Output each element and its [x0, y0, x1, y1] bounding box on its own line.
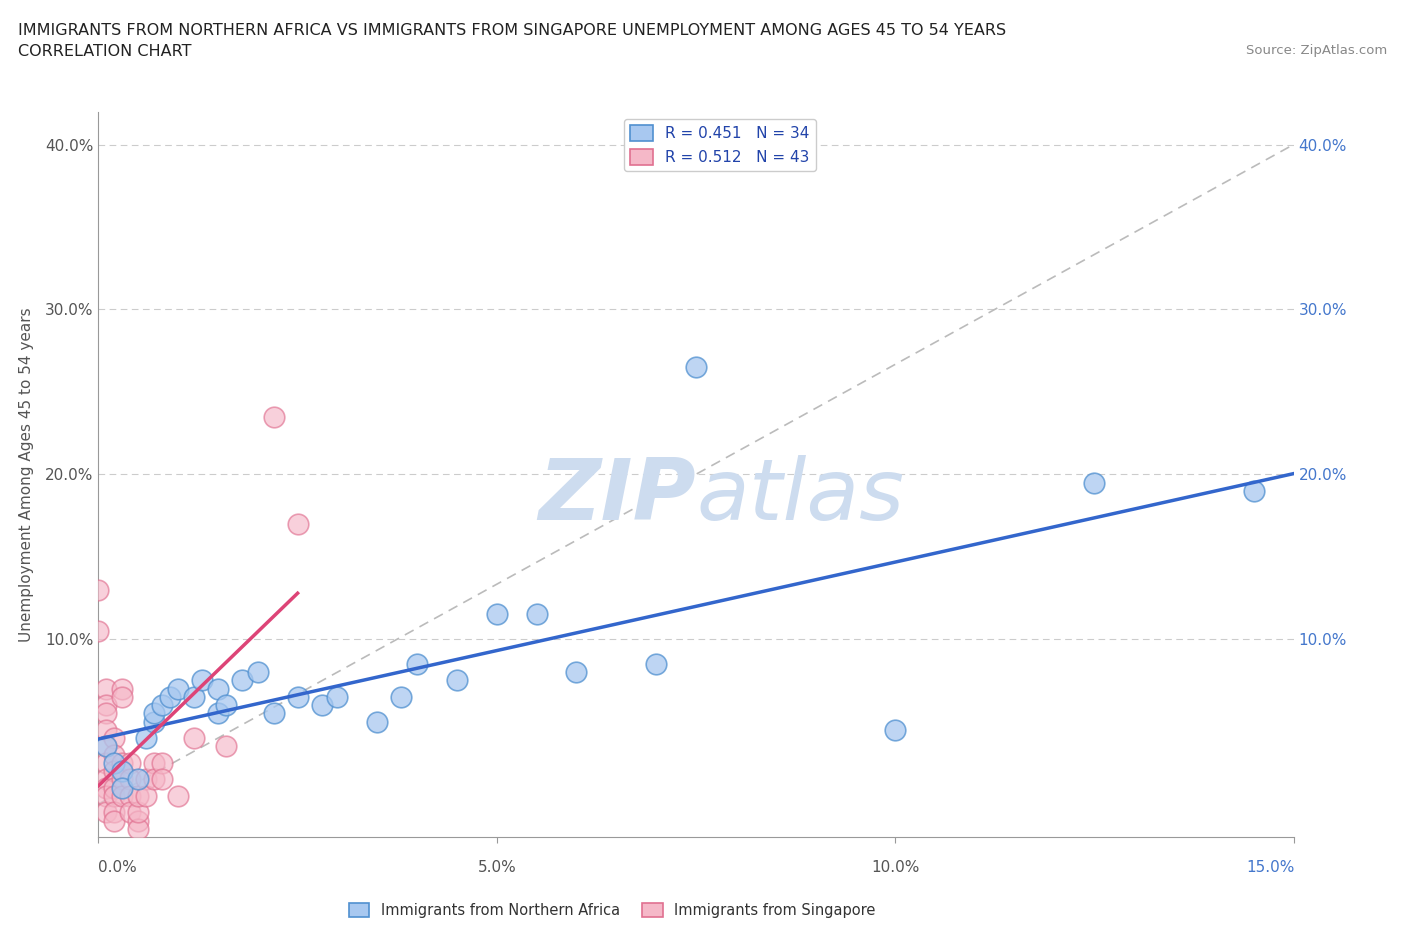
Point [103, 813, 125, 828]
Point [103, 764, 125, 778]
Point [111, 755, 134, 770]
Point [135, 789, 157, 804]
Point [127, 789, 149, 804]
Point [111, 681, 134, 696]
Point [103, 731, 125, 746]
Legend: R = 0.451   N = 34, R = 0.512   N = 43: R = 0.451 N = 34, R = 0.512 N = 43 [624, 119, 815, 171]
Point [311, 698, 333, 712]
Point [96, 780, 118, 795]
Point [111, 772, 134, 787]
Point [143, 706, 166, 721]
Point [485, 607, 508, 622]
Point [120, 755, 142, 770]
Point [120, 772, 142, 787]
Point [96, 738, 118, 753]
Point [287, 516, 309, 531]
Point [526, 607, 548, 622]
Point [103, 780, 125, 795]
Text: Source: ZipAtlas.com: Source: ZipAtlas.com [1247, 44, 1388, 57]
Point [96, 789, 118, 804]
Text: atlas: atlas [696, 455, 904, 538]
Y-axis label: Unemployment Among Ages 45 to 54 years: Unemployment Among Ages 45 to 54 years [18, 307, 34, 642]
Point [884, 723, 907, 737]
Point [645, 657, 668, 671]
Point [167, 789, 190, 804]
Point [135, 731, 157, 746]
Point [111, 764, 134, 778]
Point [406, 657, 429, 671]
Text: 15.0%: 15.0% [1246, 860, 1295, 875]
Point [96, 804, 118, 819]
Text: 0.0%: 0.0% [98, 860, 138, 875]
Point [143, 772, 166, 787]
Point [685, 360, 707, 375]
Text: IMMIGRANTS FROM NORTHERN AFRICA VS IMMIGRANTS FROM SINGAPORE UNEMPLOYMENT AMONG : IMMIGRANTS FROM NORTHERN AFRICA VS IMMIG… [18, 23, 1007, 38]
Text: 5.0%: 5.0% [478, 860, 516, 875]
Point [111, 689, 134, 704]
Point [150, 698, 173, 712]
Point [127, 813, 149, 828]
Point [326, 689, 349, 704]
Point [1083, 475, 1105, 490]
Point [287, 689, 309, 704]
Point [96, 706, 118, 721]
Point [87, 623, 110, 638]
Point [135, 772, 157, 787]
Point [183, 689, 205, 704]
Point [143, 714, 166, 729]
Point [150, 755, 173, 770]
Point [191, 673, 214, 688]
Point [127, 804, 149, 819]
Point [389, 689, 412, 704]
Point [263, 706, 285, 721]
Point [103, 747, 125, 762]
Point [215, 738, 238, 753]
Point [96, 681, 118, 696]
Point [103, 804, 125, 819]
Point [127, 772, 149, 787]
Point [263, 409, 285, 424]
Point [103, 789, 125, 804]
Point [96, 698, 118, 712]
Point [231, 673, 253, 688]
Point [120, 789, 142, 804]
Point [159, 689, 181, 704]
Point [183, 731, 205, 746]
Point [207, 681, 229, 696]
Point [446, 673, 468, 688]
Point [246, 665, 269, 680]
Point [120, 804, 142, 819]
Point [143, 755, 166, 770]
Point [111, 780, 134, 795]
Point [127, 821, 149, 836]
Text: ZIP: ZIP [538, 455, 696, 538]
Point [150, 772, 173, 787]
Point [1243, 484, 1265, 498]
Point [207, 706, 229, 721]
Point [215, 698, 238, 712]
Point [87, 582, 110, 597]
Text: 10.0%: 10.0% [870, 860, 920, 875]
Text: CORRELATION CHART: CORRELATION CHART [18, 44, 191, 59]
Point [366, 714, 388, 729]
Point [111, 789, 134, 804]
Point [565, 665, 588, 680]
Point [96, 738, 118, 753]
Point [103, 755, 125, 770]
Point [167, 681, 190, 696]
Point [96, 723, 118, 737]
Point [96, 772, 118, 787]
Point [96, 755, 118, 770]
